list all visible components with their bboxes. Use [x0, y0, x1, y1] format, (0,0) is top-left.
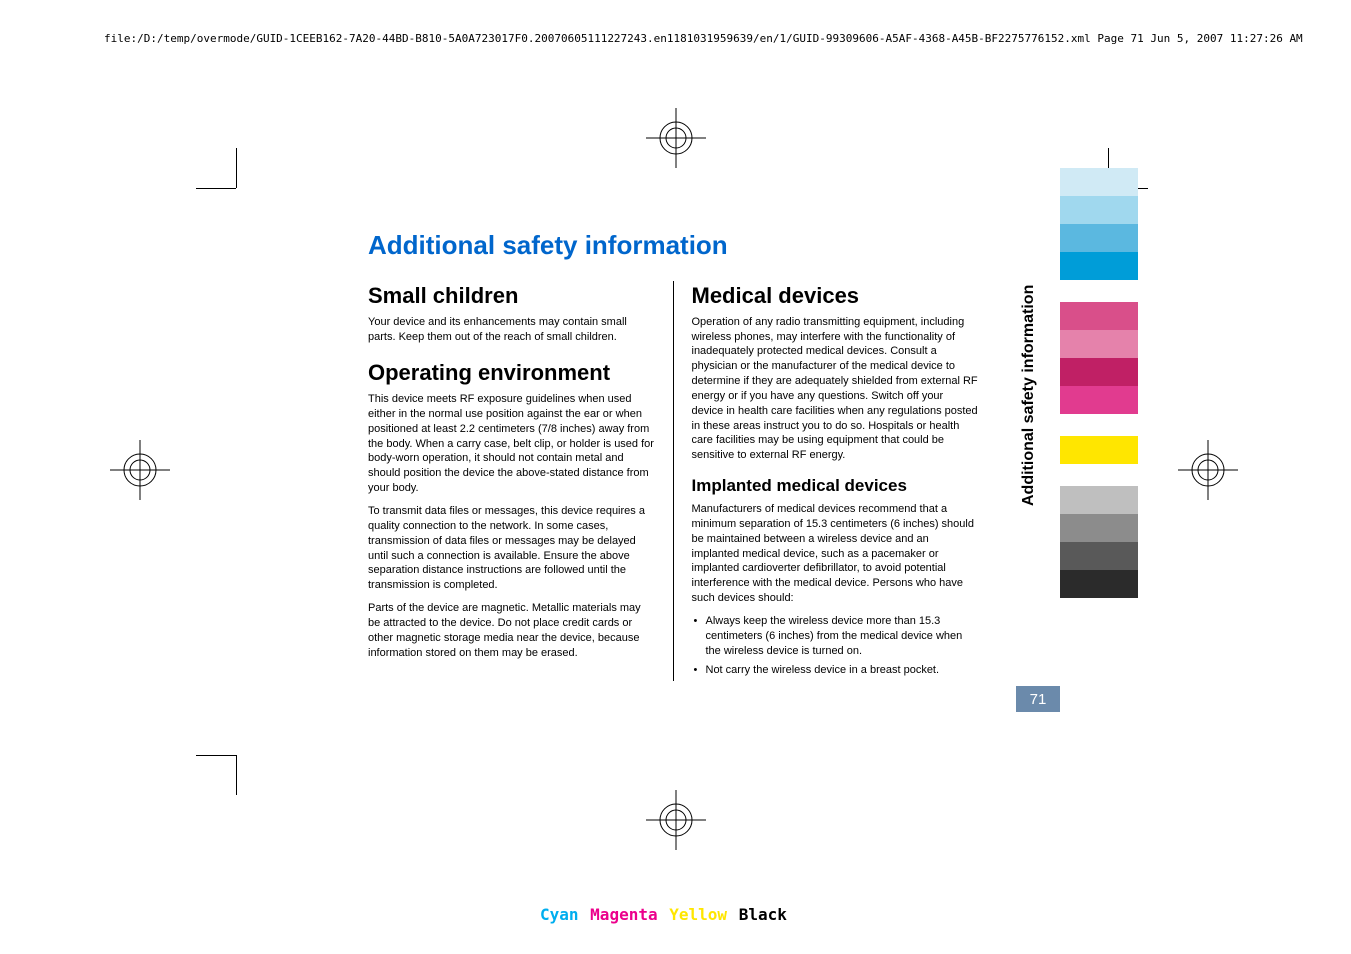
page-number: 71: [1016, 686, 1060, 712]
yellow-label: Yellow: [669, 905, 727, 924]
list-item: Always keep the wireless device more tha…: [692, 614, 979, 659]
file-path-header: file:/D:/temp/overmode/GUID-1CEEB162-7A2…: [104, 32, 1303, 45]
left-column: Small children Your device and its enhan…: [368, 281, 655, 681]
color-strip: [1060, 224, 1138, 252]
color-strip: [1060, 570, 1138, 598]
para: To transmit data files or messages, this…: [368, 504, 655, 593]
color-strip: [1060, 386, 1138, 414]
bullet-list: Always keep the wireless device more tha…: [692, 614, 979, 677]
para: Manufacturers of medical devices recomme…: [692, 502, 979, 606]
color-strip: [1060, 302, 1138, 330]
list-item: Not carry the wireless device in a breas…: [692, 663, 979, 678]
color-strip: [1060, 436, 1138, 464]
heading-medical-devices: Medical devices: [692, 281, 979, 311]
crop-mark-icon: [236, 148, 237, 188]
color-strip: [1060, 196, 1138, 224]
para: This device meets RF exposure guidelines…: [368, 392, 655, 496]
cmyk-label: Cyan Magenta Yellow Black: [540, 905, 789, 924]
registration-mark-icon: [110, 440, 170, 500]
registration-mark-icon: [646, 790, 706, 850]
crop-mark-icon: [236, 755, 237, 795]
crop-mark-icon: [196, 188, 236, 189]
color-strip: [1060, 486, 1138, 514]
color-bar: [1060, 168, 1138, 620]
right-column: Medical devices Operation of any radio t…: [673, 281, 979, 681]
color-strip: [1060, 358, 1138, 386]
color-strip: [1060, 330, 1138, 358]
para: Parts of the device are magnetic. Metall…: [368, 601, 655, 660]
heading-implanted-medical-devices: Implanted medical devices: [692, 475, 979, 498]
page-title: Additional safety information: [368, 230, 978, 261]
heading-operating-environment: Operating environment: [368, 358, 655, 388]
color-strip: [1060, 542, 1138, 570]
color-strip: [1060, 514, 1138, 542]
side-tab-label: Additional safety information: [1020, 285, 1038, 506]
crop-mark-icon: [196, 755, 236, 756]
registration-mark-icon: [646, 108, 706, 168]
para: Your device and its enhancements may con…: [368, 315, 655, 345]
page-body: Additional safety information Small chil…: [368, 230, 978, 681]
side-tab: Additional safety information: [1012, 212, 1048, 732]
heading-small-children: Small children: [368, 281, 655, 311]
para: Operation of any radio transmitting equi…: [692, 315, 979, 463]
color-strip: [1060, 168, 1138, 196]
black-label: Black: [739, 905, 787, 924]
magenta-label: Magenta: [590, 905, 657, 924]
color-strip: [1060, 252, 1138, 280]
registration-mark-icon: [1178, 440, 1238, 500]
cyan-label: Cyan: [540, 905, 579, 924]
